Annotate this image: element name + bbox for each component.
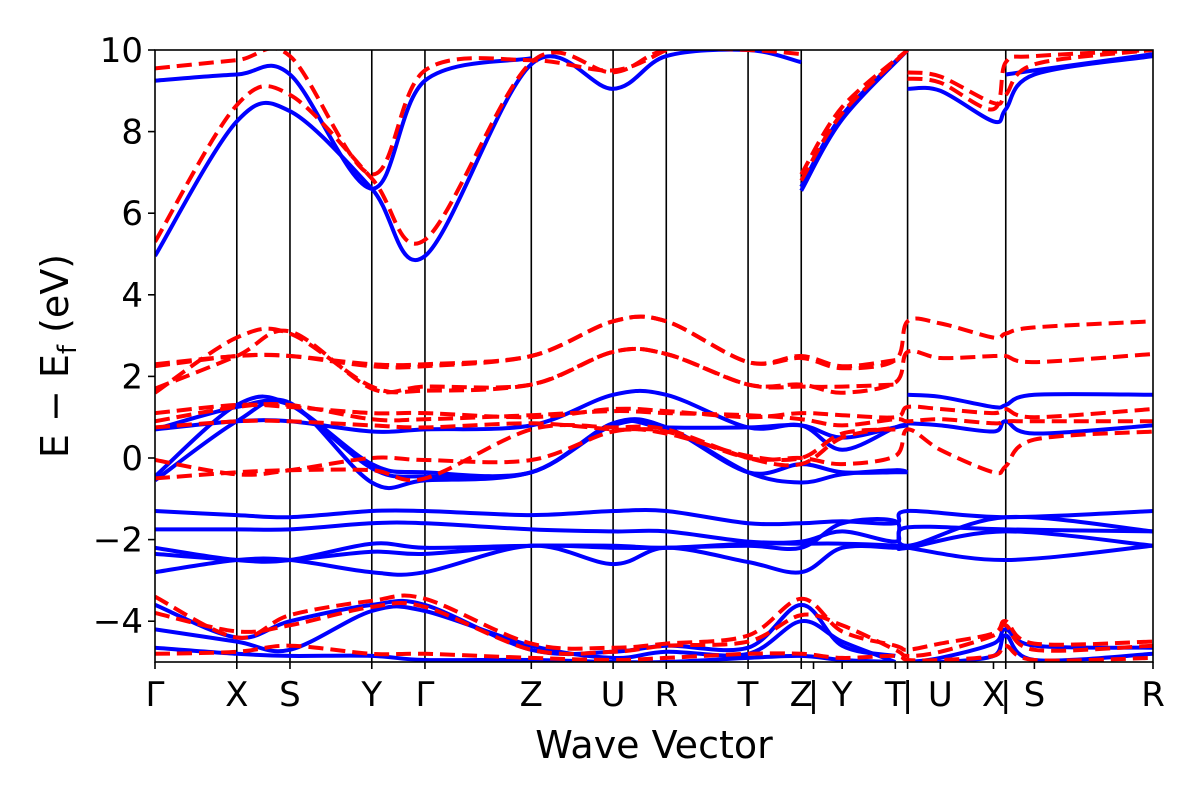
y-tick-label-6: 8 (121, 113, 143, 153)
y-axis-title-subscript: f (53, 344, 83, 354)
band-solid-20 (907, 627, 1153, 662)
y-axis-ticks: −4 −2 0 2 4 6 8 10 (93, 31, 155, 642)
x-tick-label-10: | (808, 675, 819, 715)
band-dashed-2 (799, 50, 909, 182)
x-tick-label-0: Γ (146, 675, 165, 715)
x-tick-label-17: S (1024, 675, 1046, 715)
band-solid-4 (907, 54, 1153, 125)
y-tick-label-2: 0 (121, 439, 143, 479)
x-tick-label-16: | (1000, 675, 1011, 715)
band-solid-21 (907, 633, 1153, 662)
x-tick-label-8: T (737, 675, 759, 715)
x-tick-label-5: Z (520, 675, 543, 715)
band-dashed-17 (155, 643, 1153, 662)
band-solid-1 (155, 56, 532, 191)
band-solid-3 (799, 50, 910, 188)
band-dashed-13 (155, 427, 896, 477)
band-dashed-6 (155, 314, 1153, 371)
band-dashed-14 (155, 423, 896, 483)
x-tick-label-13: | (902, 675, 913, 715)
x-tick-label-2: S (279, 675, 301, 715)
series-solid (155, 50, 1153, 662)
x-axis-ticks: Γ X S Y Γ Z U R T Z| Y T| U X| S R (146, 662, 1165, 715)
x-tick-label-14: U (928, 675, 953, 715)
x-tick-label-15: X (982, 675, 1005, 715)
x-tick-label-6: U (601, 675, 626, 715)
band-dashed-5 (907, 50, 1153, 112)
x-tick-label-18: R (1141, 675, 1165, 715)
series-dashed (155, 50, 1153, 662)
band-solid-10 (907, 392, 1153, 410)
x-tick-label-4: Γ (415, 675, 434, 715)
y-tick-label-5: 6 (121, 194, 143, 234)
y-axis-title: E − Ef (eV) (33, 254, 83, 458)
band-solid-12 (155, 507, 1153, 527)
band-solid-0 (155, 50, 802, 262)
x-tick-label-1: X (225, 675, 248, 715)
band-dashed-0 (155, 50, 802, 246)
y-tick-label-0: −4 (93, 602, 143, 642)
band-solid-15 (155, 529, 1153, 577)
band-solid-13 (155, 520, 1153, 545)
band-dashed-9 (155, 314, 896, 369)
y-tick-label-1: −2 (93, 521, 143, 561)
x-tick-label-9: Z (790, 675, 813, 715)
x-tick-label-12: T (884, 675, 906, 715)
band-dashed-15 (155, 593, 1153, 652)
band-solid-2 (799, 50, 910, 192)
y-tick-label-7: 10 (100, 31, 143, 71)
y-tick-label-4: 4 (121, 276, 143, 316)
x-axis-title: Wave Vector (535, 723, 773, 767)
x-tick-label-11: Y (831, 675, 853, 715)
x-tick-label-7: R (654, 675, 678, 715)
band-dashed-4 (907, 50, 1153, 106)
plot-frame (154, 49, 1154, 663)
band-solid-5 (1005, 52, 1153, 77)
band-series (155, 50, 1153, 662)
band-dashed-3 (799, 50, 909, 176)
band-solid-11 (907, 419, 1153, 436)
band-dashed-11 (155, 401, 1153, 428)
band-dashed-16 (155, 600, 1153, 658)
band-dashed-1 (155, 50, 668, 177)
y-axis-title-main: E − E (33, 354, 77, 458)
x-tick-label-3: Y (360, 675, 382, 715)
y-tick-label-3: 2 (121, 357, 143, 397)
band-solid-18 (155, 604, 897, 662)
band-dashed-8 (155, 328, 896, 395)
band-solid-16 (155, 514, 1153, 563)
y-axis-title-unit: (eV) (33, 254, 77, 345)
